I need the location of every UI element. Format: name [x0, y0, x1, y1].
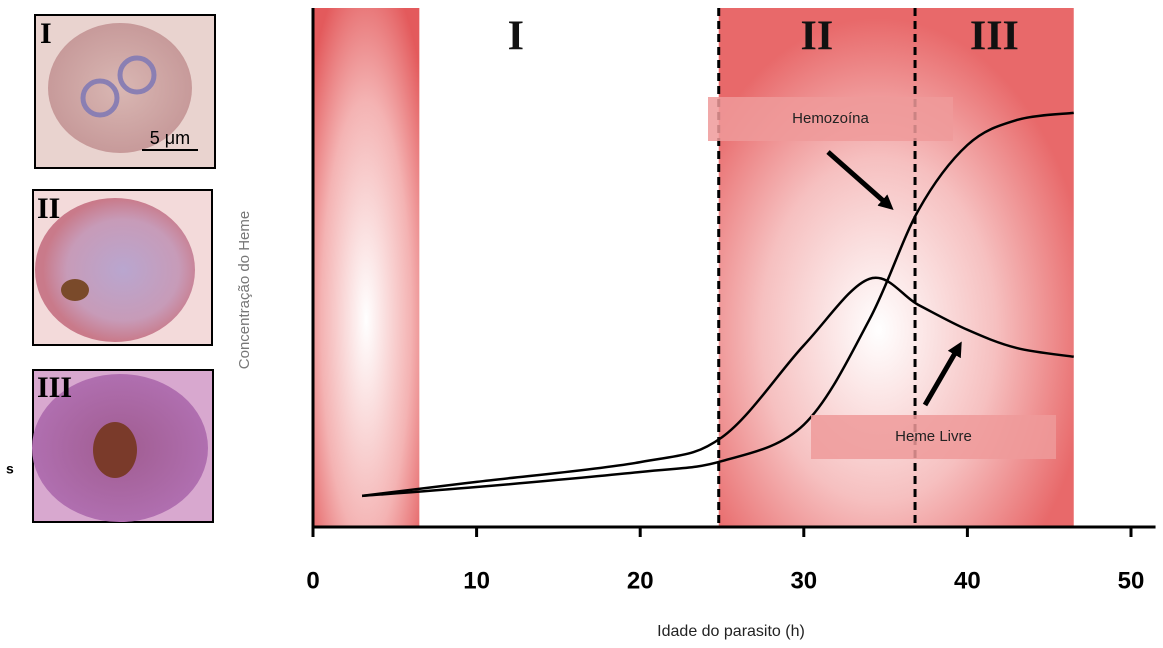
phase-label: I: [508, 14, 524, 60]
annotation-box: [708, 97, 953, 141]
x-tick-label: 50: [1118, 567, 1145, 594]
annotation-label: Hemozoína: [792, 110, 869, 127]
annotation-box: [811, 415, 1056, 459]
shaded-band: [313, 8, 420, 527]
panel-3: III: [32, 369, 214, 523]
panel-label: II: [37, 192, 60, 225]
scale-bar-label: 5 μm: [150, 128, 190, 148]
series-line: [361, 276, 1074, 498]
x-tick-label: 20: [627, 567, 654, 594]
phase-label: II: [801, 14, 834, 60]
panel-2: II: [32, 189, 213, 346]
annotation-arrow: [922, 341, 962, 407]
phase-label: III: [970, 14, 1019, 60]
x-axis-label: Idade do parasito (h): [657, 623, 805, 640]
side-text: s: [6, 461, 14, 477]
series-line: [361, 111, 1074, 498]
annotation-arrow: [826, 150, 894, 210]
annotation-label: Heme Livre: [895, 428, 972, 445]
panel-1: 5 μm I: [34, 14, 216, 169]
y-axis-label: Concentração do Heme: [236, 211, 253, 369]
x-tick-label: 0: [306, 567, 319, 594]
x-tick-label: 40: [954, 567, 981, 594]
panel-label: III: [37, 371, 72, 404]
x-tick-label: 10: [463, 567, 490, 594]
x-tick-label: 30: [790, 567, 817, 594]
panel-label: I: [40, 17, 52, 50]
